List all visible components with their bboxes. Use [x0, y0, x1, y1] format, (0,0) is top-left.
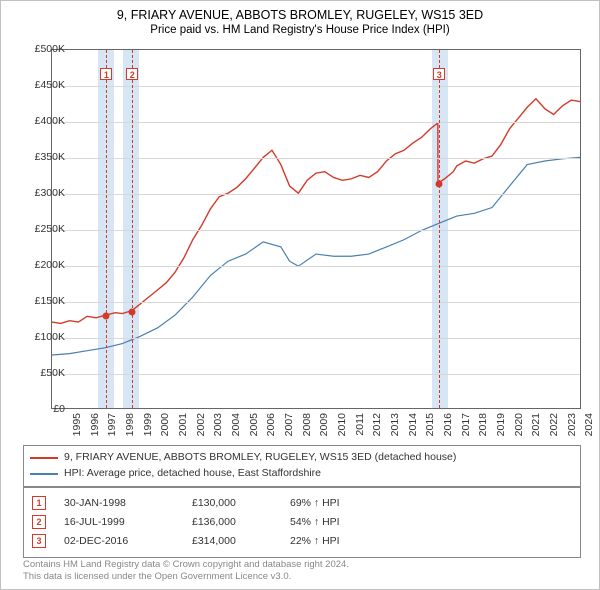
- x-tick-label: 2009: [318, 413, 330, 453]
- legend-row: HPI: Average price, detached house, East…: [30, 466, 574, 482]
- x-tick-label: 2013: [389, 413, 401, 453]
- y-tick-label: £300K: [17, 187, 65, 199]
- x-tick-label: 2007: [283, 413, 295, 453]
- series-line: [52, 99, 580, 324]
- price-dot: [103, 313, 110, 320]
- y-tick-label: £200K: [17, 259, 65, 271]
- event-row-price: £314,000: [192, 532, 272, 551]
- event-marker: 2: [126, 68, 138, 80]
- y-tick-label: £350K: [17, 151, 65, 163]
- y-tick-label: £400K: [17, 115, 65, 127]
- event-row-marker: 1: [32, 496, 46, 510]
- x-tick-label: 2002: [195, 413, 207, 453]
- y-tick-label: £150K: [17, 295, 65, 307]
- series-line: [52, 157, 580, 355]
- x-tick-label: 2016: [442, 413, 454, 453]
- footer-line2: This data is licensed under the Open Gov…: [23, 571, 581, 583]
- chart-card: 9, FRIARY AVENUE, ABBOTS BROMLEY, RUGELE…: [0, 0, 600, 590]
- x-tick-label: 2005: [248, 413, 260, 453]
- event-row-price: £136,000: [192, 513, 272, 532]
- legend-swatch: [30, 473, 58, 475]
- event-row-date: 30-JAN-1998: [64, 494, 174, 513]
- x-tick-label: 2012: [371, 413, 383, 453]
- event-marker: 3: [433, 68, 445, 80]
- event-row-delta: 54% ↑ HPI: [290, 513, 340, 532]
- x-tick-label: 2017: [460, 413, 472, 453]
- x-tick-label: 2020: [513, 413, 525, 453]
- y-tick-label: £50K: [17, 367, 65, 379]
- event-line: [132, 50, 133, 408]
- x-tick-label: 1996: [89, 413, 101, 453]
- y-tick-label: £100K: [17, 331, 65, 343]
- x-tick-label: 2011: [354, 413, 366, 453]
- x-tick-label: 2001: [177, 413, 189, 453]
- price-dot: [436, 180, 443, 187]
- event-row-marker: 3: [32, 534, 46, 548]
- event-marker: 1: [100, 68, 112, 80]
- x-tick-label: 2023: [566, 413, 578, 453]
- legend-swatch: [30, 457, 58, 459]
- title-block: 9, FRIARY AVENUE, ABBOTS BROMLEY, RUGELE…: [1, 7, 599, 38]
- x-tick-label: 1998: [124, 413, 136, 453]
- x-tick-label: 2006: [265, 413, 277, 453]
- x-tick-label: 2019: [495, 413, 507, 453]
- y-tick-label: £450K: [17, 79, 65, 91]
- footer-attribution: Contains HM Land Registry data © Crown c…: [23, 559, 581, 583]
- y-tick-label: £0: [17, 403, 65, 415]
- title-subtitle: Price paid vs. HM Land Registry's House …: [1, 23, 599, 38]
- price-dot: [129, 309, 136, 316]
- events-box: 1 30-JAN-1998 £130,000 69% ↑ HPI 2 16-JUL-199…: [23, 487, 581, 558]
- x-tick-label: 1997: [106, 413, 118, 453]
- event-row-date: 16-JUL-1999: [64, 513, 174, 532]
- title-address: 9, FRIARY AVENUE, ABBOTS BROMLEY, RUGELE…: [1, 7, 599, 23]
- x-tick-label: 2014: [407, 413, 419, 453]
- x-tick-label: 1999: [142, 413, 154, 453]
- event-row-price: £130,000: [192, 494, 272, 513]
- x-tick-label: 2015: [424, 413, 436, 453]
- x-tick-label: 2022: [548, 413, 560, 453]
- event-row: 1 30-JAN-1998 £130,000 69% ↑ HPI: [32, 494, 572, 513]
- x-tick-label: 2010: [336, 413, 348, 453]
- plot-area: 1 2 3: [51, 49, 581, 409]
- x-tick-label: 2021: [530, 413, 542, 453]
- x-tick-label: 2003: [212, 413, 224, 453]
- event-row-marker: 2: [32, 515, 46, 529]
- x-tick-label: 2004: [230, 413, 242, 453]
- event-row-delta: 69% ↑ HPI: [290, 494, 340, 513]
- series-svg: [52, 50, 580, 408]
- event-row-delta: 22% ↑ HPI: [290, 532, 340, 551]
- x-tick-label: 1995: [71, 413, 83, 453]
- event-line: [439, 50, 440, 408]
- x-tick-label: 2018: [477, 413, 489, 453]
- event-line: [106, 50, 107, 408]
- y-tick-label: £250K: [17, 223, 65, 235]
- x-tick-label: 2008: [301, 413, 313, 453]
- event-row: 2 16-JUL-1999 £136,000 54% ↑ HPI: [32, 513, 572, 532]
- x-tick-label: 2024: [583, 413, 595, 453]
- x-tick-label: 2000: [159, 413, 171, 453]
- event-row: 3 02-DEC-2016 £314,000 22% ↑ HPI: [32, 532, 572, 551]
- event-row-date: 02-DEC-2016: [64, 532, 174, 551]
- y-tick-label: £500K: [17, 43, 65, 55]
- footer-line1: Contains HM Land Registry data © Crown c…: [23, 559, 581, 571]
- legend-label: HPI: Average price, detached house, East…: [64, 466, 321, 482]
